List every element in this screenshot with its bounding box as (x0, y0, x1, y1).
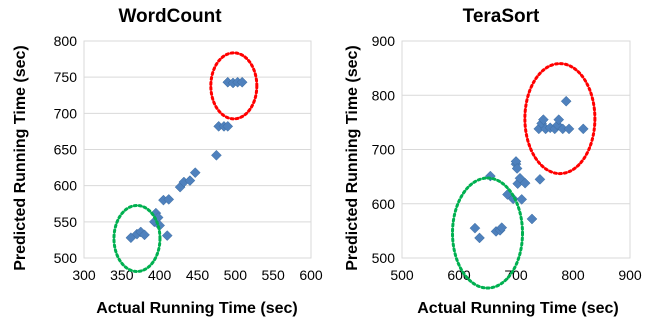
x-tick-label: 350 (110, 267, 134, 283)
y-tick-label: 800 (372, 87, 396, 103)
data-point (469, 222, 481, 234)
data-point (189, 167, 201, 179)
x-tick-label: 450 (186, 267, 210, 283)
highlight-circle (112, 203, 162, 273)
y-tick-label: 700 (372, 142, 396, 158)
data-point (577, 123, 589, 135)
data-point (511, 163, 523, 174)
highlight-circle (209, 51, 259, 121)
data-point (516, 194, 528, 205)
x-tick-label: 800 (561, 267, 585, 283)
chart-title: WordCount (118, 6, 222, 27)
highlight-circle (451, 176, 524, 290)
chart-title: TeraSort (463, 6, 540, 27)
x-tick-label: 300 (72, 267, 96, 283)
y-tick-label: 600 (372, 196, 396, 212)
data-point (474, 232, 485, 244)
data-point (526, 213, 538, 225)
x-tick-label: 900 (618, 267, 642, 283)
terasort-chart: TeraSort Actual Running Time (sec) Predi… (344, 6, 642, 317)
x-axis-label: Actual Running Time (sec) (417, 300, 619, 317)
data-point (222, 120, 234, 132)
data-point (519, 177, 531, 189)
data-point (534, 173, 546, 185)
y-tick-label: 500 (54, 250, 78, 266)
y-tick-label: 600 (54, 178, 78, 194)
y-tick-label: 500 (372, 250, 396, 266)
x-tick-label: 600 (447, 267, 471, 283)
highlight-circle (523, 62, 597, 176)
y-tick-label: 650 (54, 142, 78, 158)
x-tick-label: 400 (148, 267, 172, 283)
data-point (236, 76, 248, 88)
x-tick-label: 700 (504, 267, 528, 283)
data-point (496, 222, 508, 233)
y-axis-label: Predicted Running Time (sec) (344, 45, 361, 271)
wordcount-chart: WordCount Actual Running Time (sec) Pred… (12, 6, 323, 317)
data-point (161, 230, 173, 241)
data-point (184, 175, 196, 186)
y-axis-label: Predicted Running Time (sec) (12, 45, 29, 271)
data-point (538, 114, 549, 126)
data-point (553, 114, 565, 126)
x-tick-label: 500 (390, 267, 414, 283)
y-tick-label: 700 (54, 105, 78, 121)
data-point (560, 95, 572, 107)
y-tick-label: 900 (372, 33, 396, 49)
x-axis-label: Actual Running Time (sec) (96, 300, 298, 317)
data-point (163, 194, 175, 205)
data-point (211, 149, 222, 161)
x-tick-label: 500 (224, 267, 248, 283)
x-tick-label: 550 (261, 267, 285, 283)
y-tick-label: 550 (54, 214, 78, 230)
y-tick-label: 800 (54, 33, 78, 49)
data-point (563, 123, 575, 135)
y-tick-label: 750 (54, 69, 78, 85)
x-tick-label: 600 (299, 267, 323, 283)
data-point (139, 229, 150, 241)
